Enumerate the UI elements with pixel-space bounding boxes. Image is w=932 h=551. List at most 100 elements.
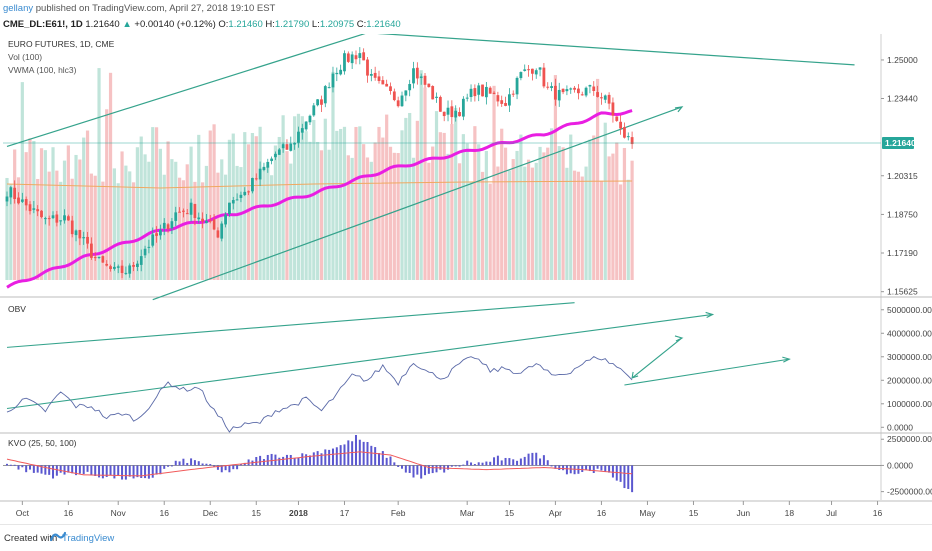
- volume-bar: [396, 153, 400, 280]
- candle-body: [228, 202, 231, 214]
- candle: [82, 231, 86, 245]
- volume-bar: [135, 147, 139, 280]
- candle-body: [262, 166, 266, 171]
- candle: [561, 88, 565, 95]
- candle: [124, 266, 128, 275]
- kvo-bar: [132, 465, 135, 479]
- candle-body: [500, 100, 504, 104]
- symbol-label[interactable]: CME_DL:E61!, 1D: [3, 19, 83, 30]
- obv-trendline[interactable]: [624, 358, 790, 386]
- kvo-bar: [13, 464, 16, 466]
- candle-body: [231, 200, 235, 204]
- volume-bar: [36, 178, 40, 280]
- obv-axis-label: 2000000.0000: [887, 375, 932, 385]
- volume-bar: [480, 171, 485, 280]
- volume-bar: [97, 68, 101, 280]
- chart-canvas[interactable]: Oct 16 Nov 16 Dec 15 2018 17 Feb Mar 15 Apr 16 May 15 J…: [0, 34, 932, 524]
- volume-bar: [500, 128, 504, 280]
- kvo-bar: [205, 463, 208, 466]
- volume-bar: [108, 72, 113, 280]
- candle: [128, 263, 132, 278]
- candle: [258, 161, 262, 186]
- candle: [492, 91, 496, 95]
- obv-trendline[interactable]: [6, 313, 713, 410]
- obv-trendline[interactable]: [631, 337, 683, 379]
- kvo-bar: [588, 465, 591, 472]
- candle: [112, 262, 116, 271]
- kvo-signal-line: [6, 451, 633, 477]
- indicator-label-vwma: VWMA (100, hlc3): [8, 65, 77, 75]
- candle-body: [630, 137, 634, 145]
- candle: [623, 122, 626, 139]
- candle-body: [270, 158, 274, 162]
- price-axis-label: 1.17190: [887, 248, 918, 258]
- kvo-bar: [466, 460, 469, 466]
- volume-bar: [519, 134, 523, 280]
- candle-body: [515, 77, 519, 95]
- candle: [611, 97, 615, 123]
- price-axis-label: 1.20315: [887, 171, 918, 181]
- candle-body: [327, 87, 331, 89]
- trendline[interactable]: [6, 34, 367, 148]
- volume-bar: [526, 159, 531, 280]
- candle: [603, 94, 607, 104]
- candle: [530, 68, 534, 81]
- author-link[interactable]: gellany: [3, 3, 34, 14]
- candle: [197, 212, 201, 224]
- kvo-bar: [623, 465, 626, 489]
- kvo-bar: [320, 453, 323, 466]
- candle: [431, 85, 435, 100]
- kvo-bar: [6, 463, 8, 466]
- kvo-bar: [113, 465, 116, 479]
- candle: [17, 192, 20, 205]
- kvo-bar: [550, 465, 553, 467]
- tradingview-brand[interactable]: TradingView: [62, 533, 115, 544]
- kvo-bar: [247, 459, 250, 466]
- candle-body: [577, 88, 580, 94]
- trendline[interactable]: [367, 34, 855, 66]
- candle: [392, 88, 396, 102]
- candle: [147, 239, 151, 254]
- candle: [538, 67, 542, 77]
- candle-body: [59, 220, 63, 222]
- kvo-title: KVO (25, 50, 100): [8, 438, 77, 448]
- candle-body: [143, 248, 147, 256]
- volume-bar: [442, 132, 446, 280]
- time-axis-label: 18: [785, 508, 795, 518]
- candle-body: [569, 88, 573, 90]
- volume-average-line: [6, 180, 633, 189]
- candle-body: [247, 191, 251, 193]
- kvo-bar: [124, 465, 127, 480]
- candle-body: [101, 256, 105, 263]
- close-value: 1.21640: [366, 19, 401, 30]
- candle-body: [251, 178, 254, 192]
- candle-body: [404, 90, 408, 96]
- candle-body: [320, 99, 323, 105]
- candle: [143, 245, 147, 258]
- candle: [335, 67, 339, 82]
- candle-body: [335, 72, 339, 75]
- candle-body: [354, 55, 358, 60]
- candle: [66, 214, 70, 221]
- kvo-bar: [232, 465, 235, 470]
- volume-bar: [266, 165, 270, 280]
- kvo-bar: [585, 465, 588, 470]
- kvo-bar: [44, 465, 47, 475]
- candle: [446, 100, 450, 122]
- candle: [174, 206, 178, 227]
- volume-bar: [454, 107, 458, 280]
- candle: [550, 82, 553, 92]
- candle-body: [554, 85, 557, 100]
- kvo-bar: [331, 448, 334, 466]
- obv-trendline[interactable]: [6, 302, 575, 348]
- candle-body: [542, 67, 546, 87]
- candle-body: [55, 214, 59, 223]
- candle-body: [285, 144, 289, 150]
- kvo-axis-label: 0.0000: [887, 460, 913, 470]
- candle-body: [596, 92, 599, 97]
- kvo-bar: [546, 460, 549, 466]
- kvo-bar: [416, 465, 419, 475]
- trendline[interactable]: [152, 106, 683, 301]
- candle: [438, 95, 442, 112]
- candle: [182, 208, 185, 218]
